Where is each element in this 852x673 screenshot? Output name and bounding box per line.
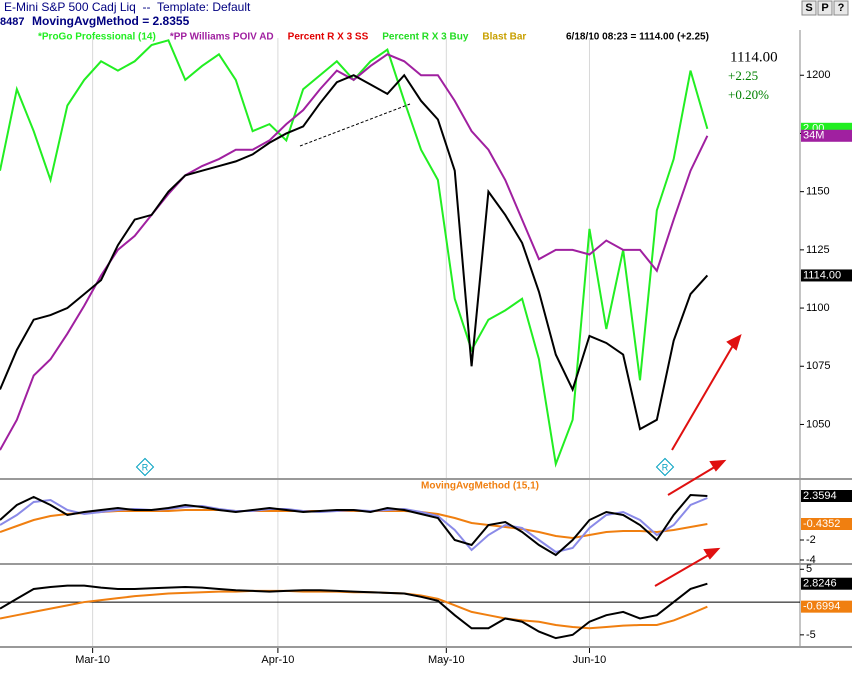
- value-tag: [801, 122, 852, 135]
- button-label[interactable]: P: [821, 2, 828, 14]
- y-tick-label: 1100: [806, 302, 830, 314]
- x-tick-label: May-10: [428, 654, 465, 666]
- x-tick-label: Apr-10: [261, 654, 294, 666]
- series-line: [0, 582, 708, 640]
- value-tag-label: 2.3594: [803, 490, 837, 502]
- button-label[interactable]: S: [805, 2, 812, 14]
- value-tag-label: 1114.00: [803, 269, 841, 281]
- legend-entry: Blast Bar: [482, 32, 526, 43]
- arrow: [671, 341, 736, 451]
- marker-label: R: [142, 462, 149, 472]
- value-tag: [801, 577, 852, 590]
- legend-entry: *ProGo Professional (14): [38, 32, 156, 43]
- window-title: E-Mini S&P 500 Cadj Liq -- Template: Def…: [4, 0, 251, 14]
- button-label[interactable]: ?: [838, 2, 845, 14]
- value-tag-label: -0.6994: [803, 601, 840, 613]
- arrow: [654, 552, 713, 587]
- value-tag: [801, 518, 852, 530]
- button[interactable]: [801, 0, 817, 16]
- last-change: +2.25: [728, 68, 758, 83]
- x-tick-label: Mar-10: [75, 654, 110, 666]
- series-line: [0, 493, 708, 557]
- arrow-head: [726, 334, 742, 351]
- last-percent: +0.20%: [728, 87, 769, 102]
- value-tag: [801, 269, 852, 282]
- arrow: [667, 464, 719, 496]
- y-tick-label: -4: [806, 554, 816, 566]
- value-tag-label: 34M: [803, 130, 824, 142]
- annotations: [654, 334, 742, 587]
- markers: R R: [135, 457, 675, 477]
- button[interactable]: [833, 0, 849, 16]
- arrow-head: [703, 547, 721, 560]
- legend-entry: Percent R X 3 SS: [288, 32, 369, 43]
- y-tick-label: 1050: [806, 418, 830, 430]
- value-tag: [801, 490, 852, 502]
- legend-entry: Percent R X 3 Buy: [382, 32, 469, 43]
- plot-area: 10501075110011251150117512002.0034M1114.…: [0, 30, 852, 666]
- arrow-head: [709, 459, 727, 472]
- panel-title: MovingAvgMethod (15,1): [421, 481, 539, 492]
- y-tick-label: 1150: [806, 186, 830, 198]
- y-tick-label: -2: [806, 534, 816, 546]
- marker: [135, 457, 155, 477]
- x-tick-label: Jun-10: [573, 654, 607, 666]
- last-price: 1114.00: [730, 49, 778, 65]
- quote: 6/18/10 08:23 = 1114.00 (+2.25): [566, 32, 709, 43]
- value-tag: [801, 129, 852, 142]
- y-tick-label: -5: [806, 629, 816, 641]
- status-id: 8487: [0, 16, 24, 28]
- title-bar: [0, 0, 852, 16]
- value-tag: [801, 600, 852, 613]
- value-tag-label: -0.4352: [803, 518, 840, 530]
- marker: [655, 457, 675, 477]
- status-text: MovingAvgMethod = 2.8355: [32, 14, 190, 28]
- y-tick-label: 1200: [806, 69, 830, 81]
- series-line: [0, 73, 709, 431]
- button[interactable]: [817, 0, 833, 16]
- marker-label: R: [662, 462, 669, 472]
- y-tick-label: 1125: [806, 244, 830, 256]
- legend-entry: *PP Williams POIV AD: [170, 32, 274, 43]
- value-tag-label: 2.8246: [803, 578, 837, 590]
- legend: *ProGo Professional (14) *PP Williams POI…: [38, 32, 526, 43]
- window-buttons: S P ?: [801, 0, 849, 16]
- y-tick-label: 5: [806, 563, 812, 575]
- series-line: [0, 53, 709, 451]
- y-tick-label: 1075: [806, 360, 830, 372]
